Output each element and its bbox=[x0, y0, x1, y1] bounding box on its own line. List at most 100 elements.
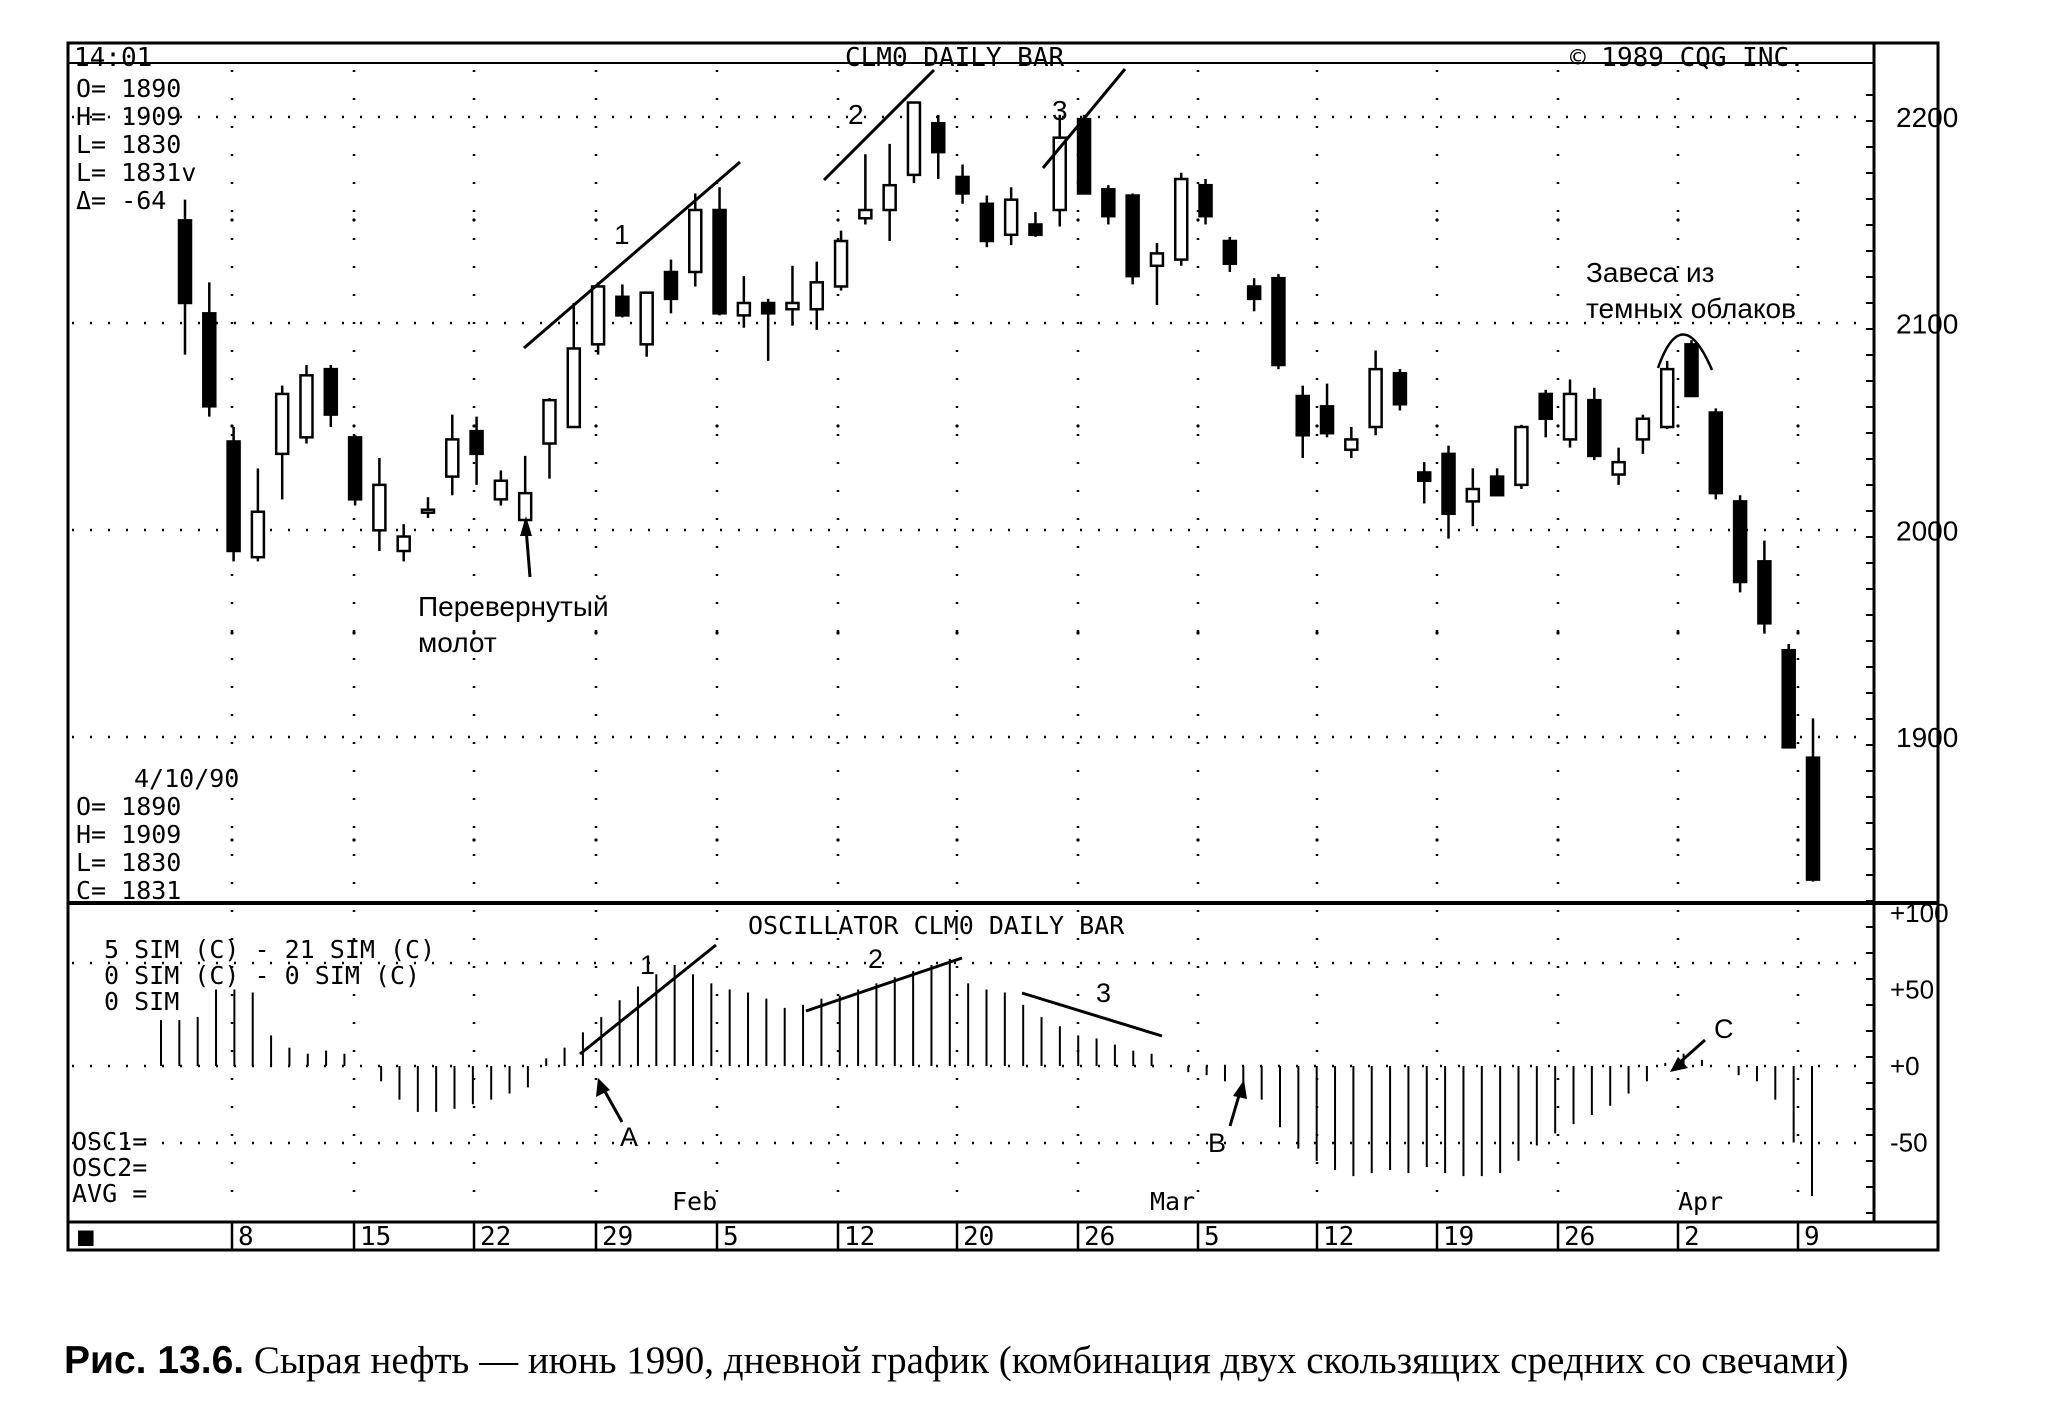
grid-dots bbox=[72, 70, 1874, 1218]
candle-body-bearish bbox=[1757, 560, 1772, 625]
trend-label-3: 3 bbox=[1052, 95, 1068, 126]
grid-dot bbox=[715, 838, 719, 842]
grid-dot bbox=[352, 218, 356, 222]
candlestick bbox=[517, 455, 533, 529]
osc-trend-label-1: 1 bbox=[640, 950, 655, 980]
candlestick bbox=[688, 193, 703, 287]
month-labels: Feb Mar Apr bbox=[672, 1187, 1723, 1216]
point-label-b: B bbox=[1208, 1128, 1226, 1158]
candle-body-bullish bbox=[1562, 392, 1578, 441]
candlestick bbox=[1465, 468, 1481, 527]
candle-body-bearish bbox=[931, 121, 946, 154]
candle-body-bullish bbox=[1149, 252, 1165, 268]
oscillator-setting-line: 5 SIM (C) - 21 SIM (C) bbox=[104, 935, 435, 964]
candle-body-bullish bbox=[639, 291, 654, 346]
candlestick bbox=[323, 365, 339, 427]
candlestick bbox=[931, 114, 946, 179]
ohlc-bottom-line: 4/10/90 bbox=[134, 764, 239, 793]
candlestick bbox=[979, 195, 995, 248]
candlestick bbox=[1052, 114, 1067, 227]
candlestick bbox=[1344, 427, 1359, 458]
ohlc-top-line: H= 1909 bbox=[76, 102, 181, 131]
grid-dot bbox=[1435, 424, 1439, 428]
grid-dot bbox=[1556, 838, 1560, 842]
candle-body-bullish bbox=[1611, 460, 1626, 476]
candlestick bbox=[1125, 193, 1140, 285]
oscillator-trendlines bbox=[579, 943, 1163, 1056]
candle-body-bearish bbox=[1732, 500, 1748, 584]
grid-dot bbox=[1556, 424, 1560, 428]
inverted-hammer-label: Перевернутый молот bbox=[418, 591, 609, 658]
candle-body-bearish bbox=[177, 219, 193, 305]
grid-dot bbox=[230, 631, 234, 635]
candle-body-bearish bbox=[1295, 394, 1310, 437]
oscillator-tick-label: +100 bbox=[1890, 898, 1949, 928]
date-label: 12 bbox=[1323, 1222, 1354, 1252]
candlestick bbox=[1538, 389, 1553, 438]
dark-cloud-label: Завеса из темных облаков bbox=[1586, 257, 1796, 324]
hammer-arrow-head bbox=[520, 516, 532, 536]
candle-body-bullish bbox=[688, 208, 703, 274]
ohlc-top-line: L= 1831v bbox=[76, 158, 196, 187]
osc-trendline-3 bbox=[1021, 991, 1163, 1038]
candlestick bbox=[906, 101, 922, 184]
candle-body-bearish bbox=[760, 301, 776, 315]
candle-body-bullish bbox=[1514, 425, 1529, 487]
candle-body-bearish bbox=[1708, 411, 1724, 495]
date-label: 22 bbox=[480, 1222, 511, 1252]
candlestick bbox=[469, 416, 484, 485]
candle-body-bullish bbox=[1368, 367, 1383, 429]
oscillator-axis: +100 +50 +0 -50 bbox=[1890, 898, 1949, 1158]
grid-dot bbox=[1556, 631, 1560, 635]
price-tick-label: 2200 bbox=[1896, 102, 1958, 133]
price-tick-label: 2100 bbox=[1896, 309, 1958, 340]
month-label-mar: Mar bbox=[1150, 1187, 1195, 1216]
point-label-a: A bbox=[620, 1122, 638, 1152]
candle-body-bearish bbox=[1538, 392, 1553, 420]
grid-dot bbox=[230, 838, 234, 842]
candlestick bbox=[858, 154, 873, 225]
candle-body-bearish bbox=[1125, 194, 1140, 278]
candlestick bbox=[833, 230, 849, 291]
candlestick bbox=[639, 291, 654, 357]
date-label: 20 bbox=[963, 1222, 994, 1252]
date-label: 9 bbox=[1804, 1222, 1820, 1252]
grid-dot bbox=[836, 631, 840, 635]
grid-dot bbox=[1315, 838, 1319, 842]
candle-body-bullish bbox=[590, 285, 606, 346]
oscillator-footer-line: OSC1= bbox=[72, 1127, 147, 1156]
chart-title: CLM0 DAILY BAR bbox=[845, 43, 1064, 73]
month-label-feb: Feb bbox=[672, 1187, 717, 1216]
grid-dot bbox=[594, 424, 598, 428]
candlestick bbox=[1198, 179, 1213, 225]
oscillator-bars bbox=[160, 958, 1813, 1197]
candlestick bbox=[1757, 540, 1772, 634]
date-label: 5 bbox=[723, 1222, 739, 1252]
candlestick bbox=[1514, 424, 1529, 489]
grid-dot bbox=[472, 424, 476, 428]
osc-trend-label-2: 2 bbox=[868, 944, 883, 974]
hammer-arrow-line bbox=[524, 527, 532, 578]
arrow-b-line bbox=[1228, 1091, 1242, 1127]
grid-dot bbox=[1076, 838, 1080, 842]
candlestick bbox=[274, 385, 290, 500]
candlestick bbox=[1708, 408, 1724, 500]
candlestick bbox=[372, 458, 387, 551]
grid-dot bbox=[352, 424, 356, 428]
trend-label-1: 1 bbox=[614, 219, 630, 250]
ohlc-readout-top: O= 1890 H= 1909 L= 1830 L= 1831v Δ= -64 bbox=[76, 74, 196, 215]
candle-body-bullish bbox=[542, 398, 557, 445]
date-strip: ■ 8 15 22 29 5 12 20 26 5 12 19 26 2 9 bbox=[78, 1222, 1820, 1252]
candlestick bbox=[202, 282, 217, 417]
grid-dot bbox=[836, 838, 840, 842]
candlestick bbox=[590, 282, 606, 355]
grid-dot bbox=[1196, 631, 1200, 635]
grid-dot bbox=[1796, 838, 1800, 842]
candle-body-bearish bbox=[1198, 183, 1213, 218]
candlestick bbox=[1222, 236, 1238, 272]
oscillator-footer: OSC1= OSC2= AVG = bbox=[72, 1127, 147, 1208]
candle-body-bullish bbox=[785, 301, 800, 311]
arrow-a-line bbox=[601, 1087, 624, 1123]
grid-dot bbox=[1196, 838, 1200, 842]
month-label-apr: Apr bbox=[1678, 1187, 1723, 1216]
